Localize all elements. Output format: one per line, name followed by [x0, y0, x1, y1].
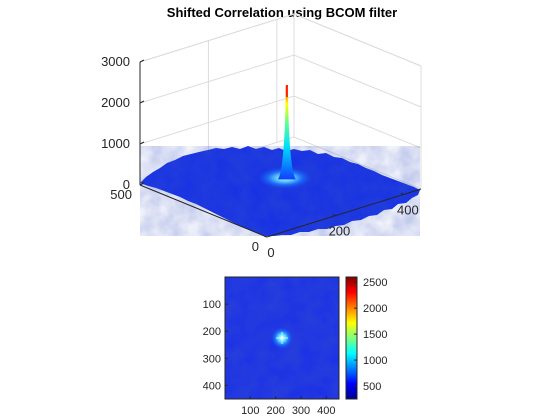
heatmap-ticks: 100 200 300 400 100 200 300 400 [203, 299, 336, 417]
x-tick-label: 0 [267, 245, 274, 260]
y-tick-label: 500 [110, 187, 132, 202]
heatmap-plot: 100 200 300 400 100 200 300 400 500 1000 1500 2000… [203, 276, 387, 417]
colorbar-tick-label: 500 [363, 381, 381, 393]
hm-y-tick-label: 300 [203, 353, 221, 365]
colorbar-tick-label: 1500 [363, 329, 387, 341]
hm-x-tick-label: 100 [241, 405, 259, 417]
x-tick-mark [332, 214, 336, 217]
z-tick-mark [139, 182, 145, 186]
box-top-edge [139, 13, 422, 67]
z-tick-mark [139, 141, 145, 145]
heatmap-frame [224, 276, 340, 400]
hm-x-tick-label: 200 [266, 405, 284, 417]
colorbar [346, 277, 357, 399]
heatmap-peak [270, 326, 294, 350]
surface-grid [139, 13, 422, 190]
x-axis-line [266, 188, 422, 238]
surface-texture [140, 146, 420, 236]
z-tick-label: 2000 [101, 95, 130, 110]
hm-y-tick-label: 200 [203, 326, 221, 338]
peak-spike [277, 85, 296, 180]
y-tick-label: 0 [252, 239, 259, 254]
colorbar-ticks: 500 1000 1500 2000 2500 [354, 277, 387, 393]
hm-x-tick-label: 300 [292, 405, 310, 417]
hm-x-tick-label: 400 [317, 405, 335, 417]
x-tick-mark [400, 192, 405, 195]
hm-y-tick-label: 100 [203, 299, 221, 311]
z-tick-label: 1000 [101, 136, 130, 151]
colorbar-tick-label: 2000 [363, 303, 387, 315]
colorbar-tick-label: 1000 [363, 355, 387, 367]
x-tick-label: 200 [329, 224, 351, 239]
z-tick-label: 0 [123, 177, 130, 192]
hm-peak-center [280, 336, 284, 340]
z-tick-mark [139, 100, 145, 104]
hm-y-tick-label: 400 [203, 380, 221, 392]
z-tick-label: 3000 [101, 54, 130, 69]
chart-title: Shifted Correlation using BCOM filter [167, 5, 397, 20]
y-axis-line [139, 184, 268, 238]
colorbar-frame [345, 276, 358, 400]
z-tick-mark [139, 59, 145, 63]
x-tick-label: 400 [397, 202, 419, 217]
x-tick-mark [263, 235, 268, 238]
colorbar-tick-label: 2500 [363, 277, 387, 289]
surface-peak [277, 85, 296, 180]
